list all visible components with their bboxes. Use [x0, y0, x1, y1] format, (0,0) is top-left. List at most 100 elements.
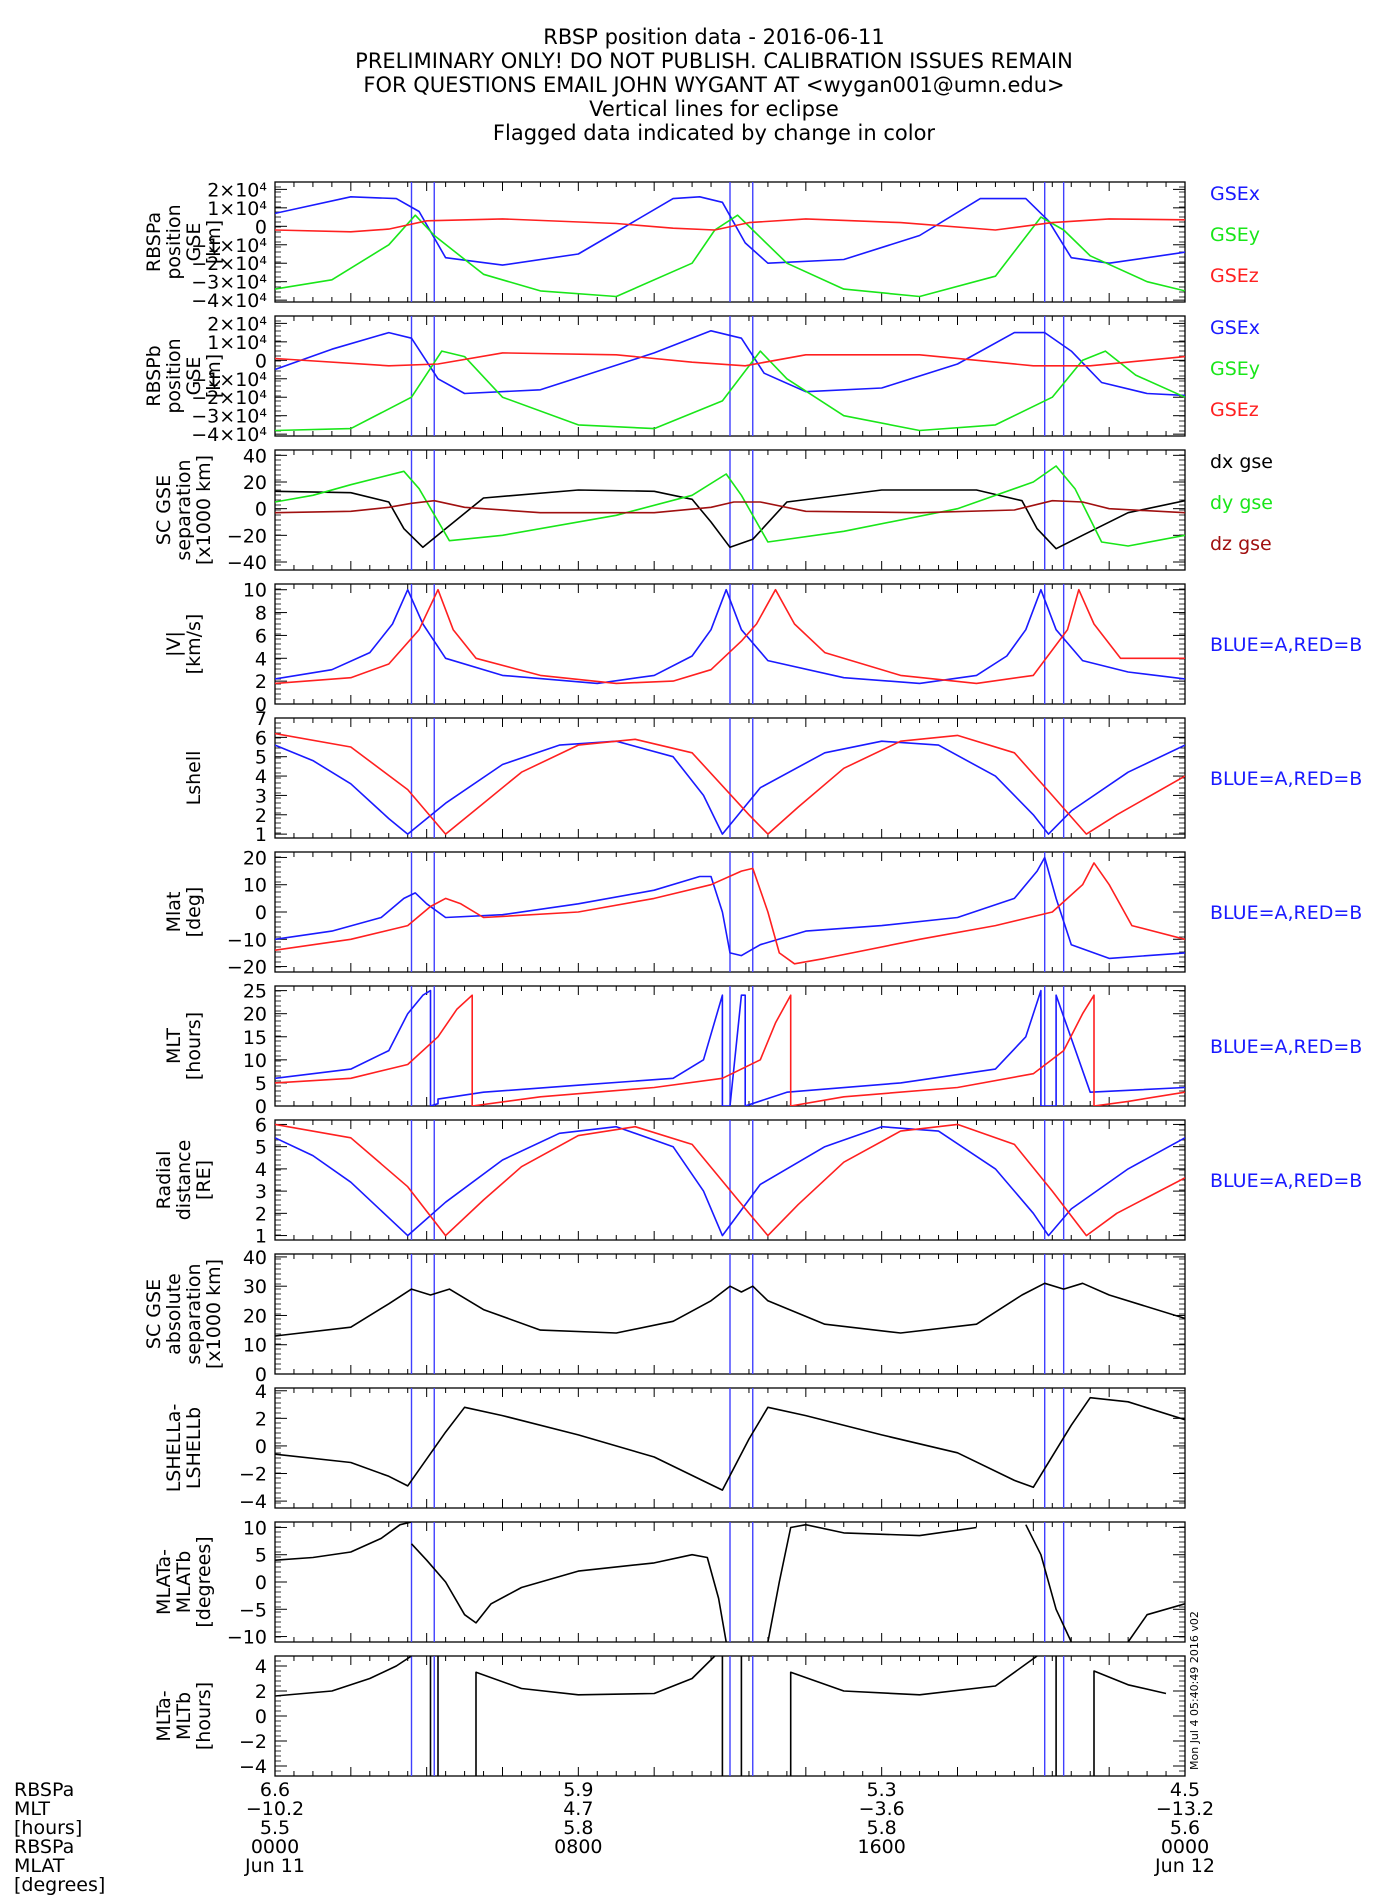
y-axis-label-line: [hours] [183, 1012, 205, 1080]
series-line-1 [275, 330, 1185, 397]
y-axis-label-line: [deg] [183, 887, 205, 938]
y-tick-label: 40 [243, 445, 267, 467]
footer-value: 5.3 [867, 1779, 897, 1801]
title-line-4: Vertical lines for eclipse [589, 97, 839, 121]
y-tick-label: 4 [255, 1381, 267, 1403]
footer-value: 5.8 [867, 1817, 897, 1839]
y-tick-label: 0 [255, 350, 267, 372]
y-tick-label: 4 [255, 648, 267, 670]
series-line-1 [275, 740, 1185, 835]
y-tick-label: −3×10⁴ [191, 406, 267, 428]
series-line-1-seg-3 [767, 1523, 977, 1642]
footer-row-label: RBSPa [14, 1779, 74, 1801]
y-tick-label: 0 [255, 1096, 267, 1118]
series-line-1 [275, 1125, 1185, 1237]
y-tick-label: 5 [255, 1073, 267, 1095]
y-tick-label: −40 [227, 552, 267, 574]
y-tick-label: −1×10⁴ [191, 369, 267, 391]
y-axis-label-line: separation [183, 1263, 205, 1364]
y-tick-label: −20 [227, 957, 267, 979]
y-tick-label: 5 [255, 1545, 267, 1567]
y-tick-label: 3 [255, 1181, 267, 1203]
y-tick-label: 2×10⁴ [207, 313, 267, 335]
y-tick-label: 4 [255, 1656, 267, 1678]
y-axis-label: |V|[km/s] [163, 614, 205, 675]
y-tick-label: −4 [239, 1491, 267, 1513]
footer-value: 5.9 [563, 1779, 593, 1801]
y-tick-label: −10 [227, 929, 267, 951]
legend-entry: BLUE=A,RED=B [1210, 902, 1362, 924]
legend-entry: GSEx [1210, 183, 1260, 205]
y-tick-label: 0 [255, 499, 267, 521]
y-axis-label-line: Radial [153, 1151, 175, 1210]
y-axis-label-line: SC GSE [143, 1279, 165, 1349]
footer-value: 1600 [857, 1836, 905, 1858]
y-axis-label-line: position [163, 338, 185, 413]
footer-value: −3.6 [859, 1798, 905, 1820]
y-axis-label: Mlat[deg] [163, 887, 205, 938]
series-line-1 [275, 856, 1185, 960]
footer-value: 0000 [1161, 1836, 1209, 1858]
footer-value: 6.6 [260, 1779, 290, 1801]
footer-value: −10.2 [246, 1798, 304, 1820]
legend-entry: GSEz [1210, 265, 1259, 287]
y-axis-label: LSHELLa-LSHELLb [163, 1404, 205, 1493]
footer-value: 0000 [251, 1836, 299, 1858]
y-tick-label: 2×10⁴ [207, 179, 267, 201]
series-line-1 [275, 989, 1185, 1106]
y-tick-label: 2 [255, 1681, 267, 1703]
y-tick-label: 0 [255, 1364, 267, 1386]
y-tick-label: −5 [239, 1599, 267, 1621]
legend-entry: BLUE=A,RED=B [1210, 1170, 1362, 1192]
series-line-1-seg-1 [275, 1522, 412, 1561]
series-line-1-seg-9 [1093, 1670, 1167, 1776]
y-axis-label-line: [km/s] [183, 614, 205, 675]
y-axis-label: RBSPapositionGSE[km] [143, 204, 225, 279]
y-axis-label: MLT[hours] [163, 1012, 205, 1080]
y-tick-label: 4 [255, 1159, 267, 1181]
footer-row-label: MLAT [14, 1855, 65, 1877]
y-tick-label: −4×10⁴ [191, 290, 267, 312]
y-axis-label: Radialdistance[RE] [153, 1140, 215, 1221]
footer-value: 4.7 [563, 1798, 593, 1820]
y-axis-label: SC GSEabsoluteseparation[x1000 km] [143, 1259, 225, 1369]
y-axis-label-line: [hours] [193, 1682, 215, 1750]
y-tick-label: −2 [239, 1464, 267, 1486]
footer-row-label: MLT [14, 1798, 50, 1820]
y-axis-label: SC GSEseparation[x1000 km] [153, 455, 215, 565]
footer-value: −13.2 [1156, 1798, 1214, 1820]
panel-6: 20 10 0 −10 −20 Mlat[deg] BLUE=A,RED=B [163, 847, 1362, 978]
y-tick-label: 40 [243, 1247, 267, 1269]
y-tick-label: 0 [255, 1572, 267, 1594]
y-tick-label: 8 [255, 603, 267, 625]
y-axis-label-line: GSE [183, 357, 205, 396]
y-axis-label-line: GSE [183, 223, 205, 262]
series-line-1 [275, 1396, 1185, 1491]
panel-11: 10 5 0 −5 −10 MLATa-MLATb[degrees] [153, 1517, 1186, 1649]
y-axis-label-line: absolute [163, 1273, 185, 1355]
series-line-1-seg-4 [475, 1656, 716, 1776]
y-tick-label: 0 [255, 216, 267, 238]
series-line-1-seg-4 [1025, 1524, 1073, 1642]
y-tick-label: 7 [255, 708, 267, 730]
y-tick-label: 20 [243, 472, 267, 494]
y-axis-label-line: |V| [163, 631, 185, 657]
title-line-5: Flagged data indicated by change in colo… [493, 121, 936, 145]
y-axis-label-line: [x1000 km] [193, 455, 215, 565]
y-tick-label: 6 [255, 1114, 267, 1136]
y-axis-label-line: [km] [203, 220, 225, 264]
y-tick-label: 10 [243, 1335, 267, 1357]
series-line-1 [275, 489, 1185, 550]
title-line-2: PRELIMINARY ONLY! DO NOT PUBLISH. CALIBR… [355, 49, 1073, 73]
y-axis-label-line: SC GSE [153, 475, 175, 545]
y-tick-label: −2×10⁴ [191, 387, 267, 409]
y-axis-label-line: RBSPa [143, 212, 165, 272]
y-tick-label: 15 [243, 1027, 267, 1049]
y-axis-label-line: position [163, 204, 185, 279]
y-tick-label: −1×10⁴ [191, 235, 267, 257]
